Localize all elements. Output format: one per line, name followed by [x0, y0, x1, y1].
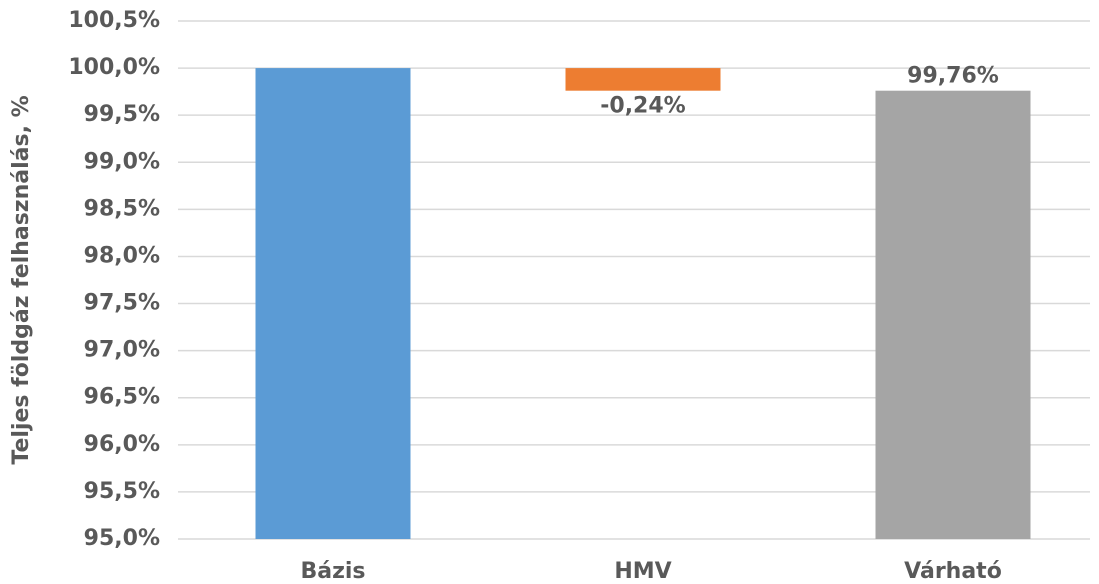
- y-tick-label: 99,0%: [84, 149, 160, 174]
- y-tick-label: 97,0%: [84, 338, 160, 363]
- data-label: 99,76%: [907, 64, 999, 89]
- y-tick-label: 99,5%: [84, 102, 160, 127]
- y-tick-label: 98,5%: [84, 196, 160, 221]
- bar: [565, 68, 721, 91]
- y-tick-label: 96,0%: [84, 432, 160, 457]
- y-tick-label: 95,0%: [84, 526, 160, 551]
- x-tick-label: Várható: [904, 559, 1002, 584]
- x-tick-label: HMV: [614, 559, 671, 584]
- y-tick-label: 96,5%: [84, 385, 160, 410]
- bar: [255, 68, 411, 539]
- y-tick-label: 97,5%: [84, 291, 160, 316]
- x-tick-label: Bázis: [300, 559, 365, 584]
- y-tick-label: 100,0%: [68, 55, 160, 80]
- y-tick-label: 100,5%: [68, 8, 160, 33]
- y-tick-label: 95,5%: [84, 479, 160, 504]
- bar: [875, 90, 1031, 539]
- data-label: -0,24%: [600, 94, 685, 119]
- y-tick-label: 98,0%: [84, 243, 160, 268]
- y-axis-label: Teljes földgáz felhasználás, %: [9, 95, 34, 464]
